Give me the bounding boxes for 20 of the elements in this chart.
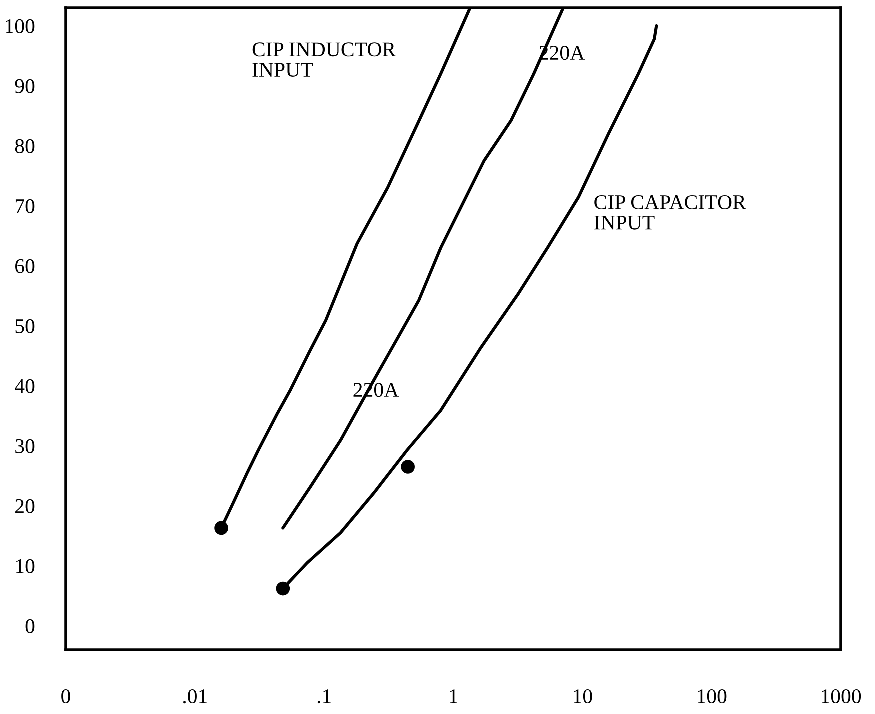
y-tick-label: 100 bbox=[6, 19, 35, 34]
y-tick-label: 80 bbox=[15, 139, 35, 154]
y-tick-label: 10 bbox=[16, 559, 35, 574]
y-tick-label: 50 bbox=[16, 319, 35, 334]
x-tick-label: 10 bbox=[574, 689, 592, 704]
y-tick-label: 60 bbox=[16, 259, 35, 274]
y-tick-label: 20 bbox=[16, 499, 35, 514]
annotation: CIP INDUCTOR INPUT bbox=[252, 42, 396, 78]
y-tick-label: 40 bbox=[15, 379, 35, 394]
x-tick-label: 1000 bbox=[822, 689, 862, 704]
y-tick-label: 0 bbox=[26, 619, 35, 634]
x-tick-label: 100 bbox=[698, 689, 727, 704]
x-tick-label: .1 bbox=[318, 690, 331, 704]
y-tick-label: 30 bbox=[16, 439, 35, 454]
y-tick-label: 90 bbox=[15, 79, 35, 94]
x-tick-label: .01 bbox=[184, 689, 207, 704]
x-tick-label: 0 bbox=[62, 689, 70, 704]
x-tick-label: 1 bbox=[450, 690, 458, 704]
y-tick-label: 70 bbox=[16, 199, 35, 214]
annotation: CIP CAPACITOR INPUT bbox=[594, 195, 746, 230]
